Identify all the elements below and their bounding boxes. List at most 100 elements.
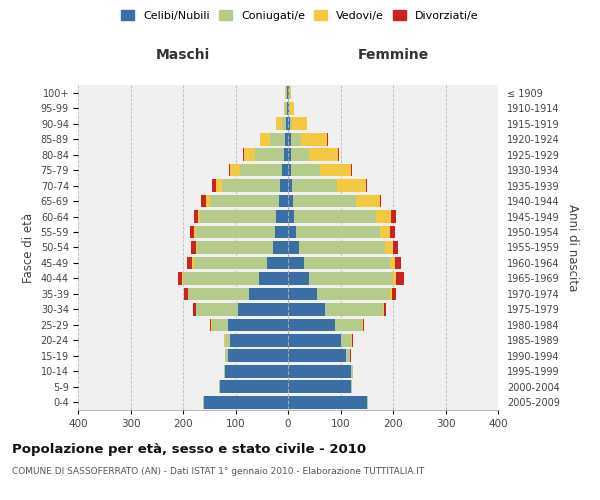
Bar	[212, 179, 216, 192]
Bar	[391, 288, 392, 300]
Text: Maschi: Maschi	[156, 48, 210, 62]
Bar	[288, 318, 335, 331]
Bar	[290, 118, 292, 130]
Bar	[290, 148, 309, 161]
Bar	[183, 272, 259, 285]
Bar	[193, 210, 198, 223]
Bar	[240, 164, 282, 176]
Bar	[284, 102, 286, 115]
Bar	[296, 226, 380, 238]
Bar	[191, 241, 196, 254]
Bar	[356, 194, 380, 207]
Bar	[286, 102, 287, 115]
Bar	[393, 241, 398, 254]
Bar	[288, 86, 289, 99]
Bar	[288, 288, 317, 300]
Bar	[288, 241, 299, 254]
Bar	[198, 210, 200, 223]
Bar	[206, 194, 210, 207]
Bar	[238, 303, 288, 316]
Bar	[282, 164, 288, 176]
Bar	[393, 272, 395, 285]
Text: COMUNE DI SASSOFERRATO (AN) - Dati ISTAT 1° gennaio 2010 - Elaborazione TUTTITAL: COMUNE DI SASSOFERRATO (AN) - Dati ISTAT…	[12, 468, 424, 476]
Bar	[178, 272, 182, 285]
Bar	[288, 210, 295, 223]
Bar	[274, 241, 288, 254]
Bar	[351, 365, 353, 378]
Bar	[290, 133, 301, 145]
Bar	[203, 396, 204, 408]
Bar	[286, 133, 288, 145]
Bar	[227, 350, 288, 362]
Bar	[288, 164, 290, 176]
Bar	[201, 194, 206, 207]
Bar	[225, 334, 230, 346]
Bar	[367, 396, 368, 408]
Bar	[295, 210, 376, 223]
Bar	[380, 226, 391, 238]
Bar	[395, 256, 401, 270]
Bar	[287, 102, 288, 115]
Legend: Celibi/Nubili, Coniugati/e, Vedovi/e, Divorziati/e: Celibi/Nubili, Coniugati/e, Vedovi/e, Di…	[119, 8, 481, 24]
Bar	[230, 164, 240, 176]
Bar	[309, 272, 393, 285]
Bar	[341, 334, 351, 346]
Bar	[188, 288, 248, 300]
Bar	[224, 365, 225, 378]
Bar	[391, 226, 395, 238]
Bar	[204, 396, 288, 408]
Bar	[366, 179, 367, 192]
Bar	[220, 380, 288, 393]
Bar	[351, 380, 352, 393]
Bar	[391, 256, 395, 270]
Bar	[225, 350, 227, 362]
Bar	[352, 334, 353, 346]
Bar	[212, 318, 227, 331]
Bar	[244, 148, 255, 161]
Bar	[288, 256, 304, 270]
Bar	[288, 226, 296, 238]
Bar	[288, 303, 325, 316]
Bar	[288, 350, 346, 362]
Bar	[287, 86, 288, 99]
Bar	[200, 210, 277, 223]
Bar	[182, 272, 183, 285]
Bar	[196, 303, 238, 316]
Bar	[286, 86, 287, 99]
Bar	[211, 194, 278, 207]
Bar	[292, 179, 337, 192]
Bar	[280, 179, 288, 192]
Bar	[337, 179, 366, 192]
Bar	[301, 133, 328, 145]
Bar	[288, 118, 290, 130]
Bar	[288, 102, 289, 115]
Bar	[395, 272, 404, 285]
Text: Popolazione per età, sesso e stato civile - 2010: Popolazione per età, sesso e stato civil…	[12, 442, 366, 456]
Bar	[190, 226, 194, 238]
Bar	[196, 226, 275, 238]
Bar	[275, 226, 288, 238]
Bar	[229, 164, 230, 176]
Bar	[193, 303, 196, 316]
Bar	[293, 194, 356, 207]
Bar	[361, 318, 362, 331]
Bar	[351, 164, 352, 176]
Bar	[218, 380, 220, 393]
Bar	[338, 148, 339, 161]
Bar	[289, 102, 290, 115]
Bar	[288, 194, 293, 207]
Bar	[230, 334, 288, 346]
Bar	[288, 365, 351, 378]
Bar	[288, 272, 309, 285]
Bar	[260, 133, 269, 145]
Bar	[248, 288, 288, 300]
Bar	[362, 318, 364, 331]
Bar	[267, 256, 288, 270]
Bar	[380, 194, 381, 207]
Bar	[292, 118, 307, 130]
Bar	[288, 133, 290, 145]
Bar	[259, 272, 288, 285]
Bar	[320, 164, 351, 176]
Bar	[376, 210, 391, 223]
Bar	[309, 148, 338, 161]
